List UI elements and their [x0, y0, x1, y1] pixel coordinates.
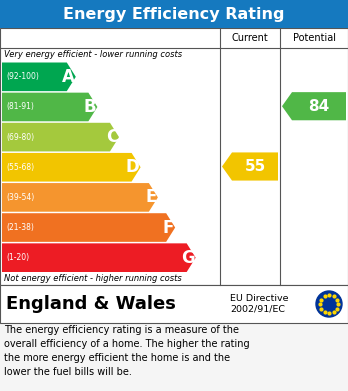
- Polygon shape: [2, 243, 196, 272]
- Text: (39-54): (39-54): [6, 193, 34, 202]
- Text: Energy Efficiency Rating: Energy Efficiency Rating: [63, 7, 285, 22]
- Text: B: B: [84, 98, 96, 116]
- Text: G: G: [181, 249, 195, 267]
- Polygon shape: [2, 123, 119, 151]
- Text: Current: Current: [232, 33, 268, 43]
- Text: E: E: [145, 188, 157, 206]
- Polygon shape: [2, 183, 158, 212]
- Bar: [0, 285, 348, 323]
- Polygon shape: [282, 92, 346, 120]
- Text: (69-80): (69-80): [6, 133, 34, 142]
- Text: (81-91): (81-91): [6, 102, 34, 111]
- Text: (55-68): (55-68): [6, 163, 34, 172]
- Text: Potential: Potential: [293, 33, 335, 43]
- Text: EU Directive: EU Directive: [230, 294, 288, 303]
- Text: A: A: [62, 68, 75, 86]
- Bar: [0, 0, 348, 28]
- Polygon shape: [2, 213, 175, 242]
- Text: (21-38): (21-38): [6, 223, 34, 232]
- Text: 2002/91/EC: 2002/91/EC: [230, 305, 285, 314]
- Polygon shape: [2, 93, 97, 121]
- Polygon shape: [222, 152, 278, 181]
- Circle shape: [316, 291, 342, 317]
- Text: 55: 55: [244, 159, 266, 174]
- Text: The energy efficiency rating is a measure of the
overall efficiency of a home. T: The energy efficiency rating is a measur…: [4, 325, 250, 377]
- Text: England & Wales: England & Wales: [6, 295, 176, 313]
- Text: Very energy efficient - lower running costs: Very energy efficient - lower running co…: [4, 50, 182, 59]
- Bar: [0, 28, 348, 285]
- Text: 84: 84: [308, 99, 330, 114]
- Polygon shape: [2, 63, 76, 91]
- Text: C: C: [106, 128, 118, 146]
- Text: Not energy efficient - higher running costs: Not energy efficient - higher running co…: [4, 274, 182, 283]
- Text: (1-20): (1-20): [6, 253, 29, 262]
- Polygon shape: [2, 153, 141, 181]
- Text: D: D: [126, 158, 140, 176]
- Text: (92-100): (92-100): [6, 72, 39, 81]
- Text: F: F: [163, 219, 174, 237]
